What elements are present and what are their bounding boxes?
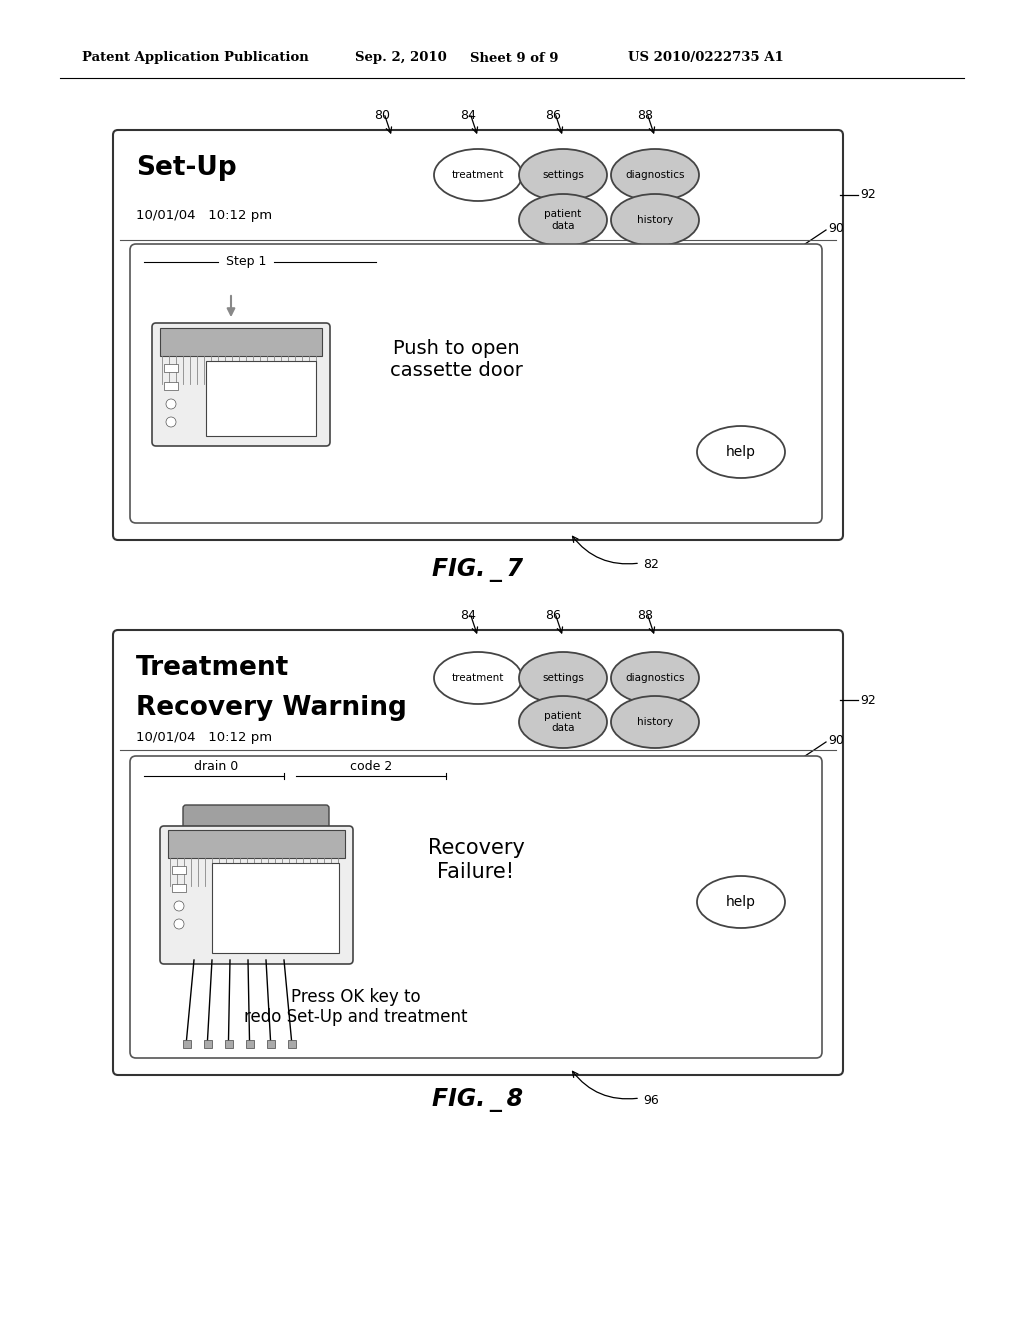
Text: Recovery
Failure!: Recovery Failure!	[428, 838, 524, 882]
FancyBboxPatch shape	[113, 630, 843, 1074]
Ellipse shape	[434, 149, 522, 201]
Circle shape	[166, 399, 176, 409]
Text: 86: 86	[545, 110, 561, 121]
Text: Sep. 2, 2010: Sep. 2, 2010	[355, 51, 446, 65]
Bar	[212, 863, 339, 953]
Circle shape	[174, 919, 184, 929]
Text: FIG. _ 8: FIG. _ 8	[432, 1088, 523, 1111]
Text: Push to open
cassette door: Push to open cassette door	[389, 339, 522, 380]
Circle shape	[166, 417, 176, 426]
Text: 10/01/04   10:12 pm: 10/01/04 10:12 pm	[136, 209, 272, 222]
Ellipse shape	[519, 194, 607, 246]
Text: 90: 90	[828, 222, 844, 235]
Text: 92: 92	[860, 693, 876, 706]
Text: diagnostics: diagnostics	[626, 170, 685, 180]
Circle shape	[174, 902, 184, 911]
Ellipse shape	[611, 149, 699, 201]
Ellipse shape	[519, 149, 607, 201]
Text: Recovery Warning: Recovery Warning	[136, 696, 407, 721]
Ellipse shape	[611, 696, 699, 748]
Text: 86: 86	[545, 609, 561, 622]
Ellipse shape	[697, 876, 785, 928]
Bar	[246, 1040, 254, 1048]
Ellipse shape	[611, 652, 699, 704]
Bar	[168, 830, 345, 858]
Text: patient
data: patient data	[545, 209, 582, 231]
Bar	[172, 866, 186, 874]
Text: Treatment: Treatment	[136, 655, 289, 681]
Bar	[206, 360, 316, 436]
Text: diagnostics: diagnostics	[626, 673, 685, 682]
FancyBboxPatch shape	[152, 323, 330, 446]
Text: patient
data: patient data	[545, 711, 582, 733]
Text: settings: settings	[542, 170, 584, 180]
Text: 84: 84	[460, 110, 476, 121]
Ellipse shape	[611, 194, 699, 246]
Ellipse shape	[697, 426, 785, 478]
Text: help: help	[726, 895, 756, 909]
Text: FIG. _ 7: FIG. _ 7	[432, 558, 523, 582]
Text: 84: 84	[460, 609, 476, 622]
Text: 92: 92	[860, 189, 876, 202]
FancyBboxPatch shape	[113, 129, 843, 540]
Text: history: history	[637, 215, 673, 224]
Bar	[288, 1040, 296, 1048]
Text: code 2: code 2	[350, 760, 392, 774]
Text: help: help	[726, 445, 756, 459]
Text: treatment: treatment	[452, 170, 504, 180]
Text: 88: 88	[637, 609, 653, 622]
Bar	[182, 1040, 190, 1048]
FancyBboxPatch shape	[183, 805, 329, 829]
Text: US 2010/0222735 A1: US 2010/0222735 A1	[628, 51, 783, 65]
Text: drain 0: drain 0	[194, 760, 239, 774]
Text: 80: 80	[374, 110, 390, 121]
FancyBboxPatch shape	[130, 756, 822, 1059]
Bar	[172, 884, 186, 892]
Bar	[224, 1040, 232, 1048]
Text: Sheet 9 of 9: Sheet 9 of 9	[470, 51, 558, 65]
Text: 10/01/04   10:12 pm: 10/01/04 10:12 pm	[136, 731, 272, 744]
FancyBboxPatch shape	[160, 826, 353, 964]
Ellipse shape	[519, 696, 607, 748]
Bar	[164, 364, 178, 372]
FancyBboxPatch shape	[130, 244, 822, 523]
Bar	[160, 327, 322, 356]
Text: settings: settings	[542, 673, 584, 682]
Text: 82: 82	[643, 558, 658, 572]
Text: 96: 96	[643, 1093, 658, 1106]
Text: history: history	[637, 717, 673, 727]
Ellipse shape	[434, 652, 522, 704]
Bar	[164, 381, 178, 389]
Text: Press OK key to
redo Set-Up and treatment: Press OK key to redo Set-Up and treatmen…	[245, 987, 468, 1027]
Bar	[204, 1040, 212, 1048]
Bar	[266, 1040, 274, 1048]
Text: 88: 88	[637, 110, 653, 121]
Ellipse shape	[519, 652, 607, 704]
Text: 90: 90	[828, 734, 844, 747]
Text: treatment: treatment	[452, 673, 504, 682]
Text: Set-Up: Set-Up	[136, 154, 237, 181]
Text: Step 1: Step 1	[226, 256, 266, 268]
Text: Patent Application Publication: Patent Application Publication	[82, 51, 309, 65]
